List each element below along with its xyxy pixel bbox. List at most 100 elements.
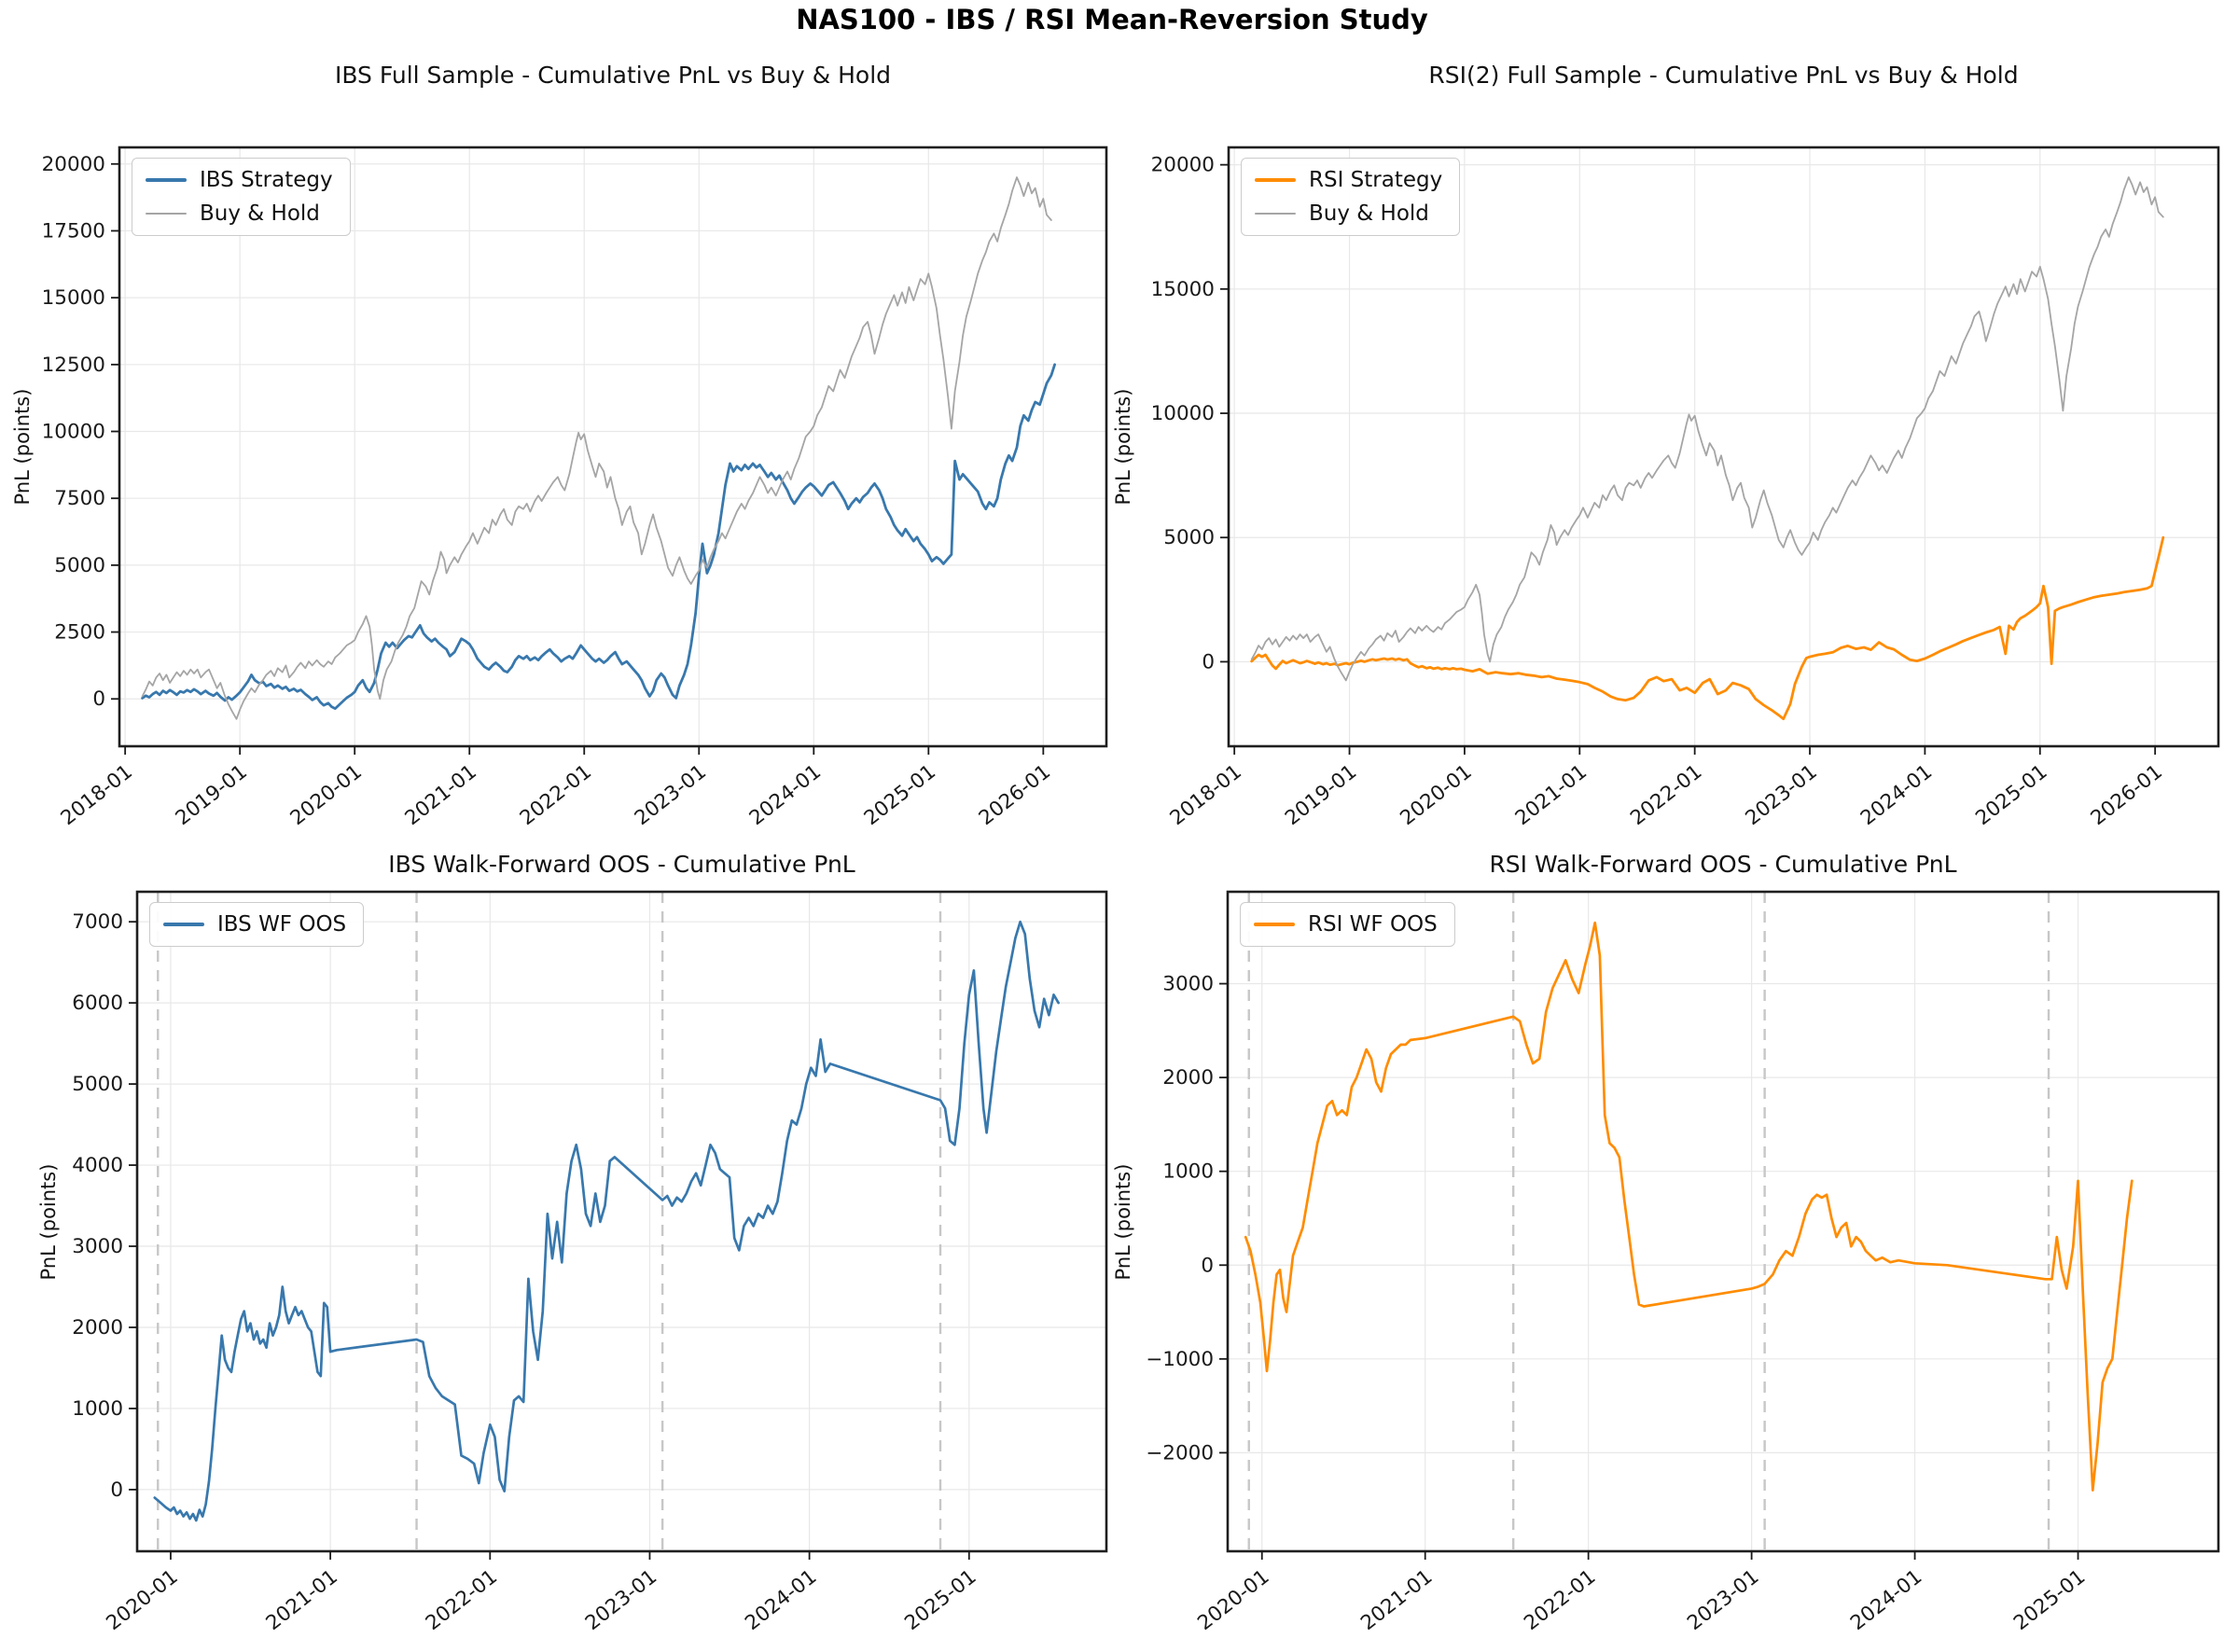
plot-border bbox=[1226, 890, 2220, 1553]
x-tick-label: 2024-01 bbox=[745, 760, 826, 830]
y-tick-label: 5000 bbox=[54, 554, 105, 577]
chart-title: IBS Walk-Forward OOS - Cumulative PnL bbox=[388, 851, 855, 878]
x-tick-label: 2023-01 bbox=[581, 1565, 661, 1635]
x-tick-label: 2020-01 bbox=[1396, 760, 1476, 830]
legend-label: Buy & Hold bbox=[1309, 201, 1429, 226]
y-tick-label: 12500 bbox=[42, 354, 105, 377]
x-tick-label: 2021-01 bbox=[401, 760, 481, 830]
chart-title: IBS Full Sample - Cumulative PnL vs Buy … bbox=[334, 62, 892, 89]
legend-line-sample bbox=[146, 212, 187, 215]
legend-label: IBS WF OOS bbox=[217, 912, 347, 937]
y-tick-label: 2000 bbox=[1162, 1066, 1214, 1090]
series-rsi-strategy bbox=[1250, 535, 2165, 721]
legend-line-sample bbox=[1255, 212, 1296, 215]
x-tick-label: 2025-01 bbox=[2009, 1565, 2090, 1635]
series-rsi-wf-oos bbox=[1244, 921, 2134, 1492]
legend-item: Buy & Hold bbox=[1255, 201, 1442, 226]
y-tick-label: 15000 bbox=[42, 286, 105, 310]
plot-border bbox=[135, 890, 1108, 1553]
chart-title: RSI(2) Full Sample - Cumulative PnL vs B… bbox=[1428, 62, 2019, 89]
x-tick-label: 2025-01 bbox=[900, 1565, 980, 1635]
x-tick-label: 2022-01 bbox=[1626, 760, 1706, 830]
legend-line-sample bbox=[1255, 177, 1296, 183]
x-tick-label: 2020-01 bbox=[102, 1565, 182, 1635]
legend: IBS WF OOS bbox=[149, 902, 365, 947]
chart-rsi-full-sample: 2018-01 2019-01 2020-01 2021-01 2022-01 2023-… bbox=[1112, 28, 2224, 840]
y-tick-label: 1000 bbox=[1162, 1160, 1214, 1184]
y-tick-label: 5000 bbox=[1163, 526, 1215, 549]
x-tick-label: 2019-01 bbox=[1281, 760, 1361, 830]
chart-ibs-full-sample: 2018-01 2019-01 2020-01 2021-01 2022-01 2023-… bbox=[0, 28, 1112, 840]
legend-label: RSI WF OOS bbox=[1308, 912, 1438, 937]
y-tick-label: 1000 bbox=[72, 1397, 123, 1421]
legend: IBS Strategy Buy & Hold bbox=[132, 158, 351, 236]
x-tick-label: 2023-01 bbox=[1683, 1565, 1763, 1635]
y-tick-label: 17500 bbox=[42, 219, 105, 243]
legend-item: IBS Strategy bbox=[146, 168, 333, 192]
x-tick-label: 2020-01 bbox=[1193, 1565, 1273, 1635]
y-tick-label: 7000 bbox=[72, 910, 123, 934]
x-tick-label: 2021-01 bbox=[1511, 760, 1592, 830]
plot-border bbox=[1227, 146, 2220, 748]
legend-item: Buy & Hold bbox=[146, 201, 333, 226]
legend-line-sample bbox=[146, 177, 187, 183]
figure-suptitle: NAS100 - IBS / RSI Mean-Reversion Study bbox=[796, 4, 1428, 35]
y-tick-label: 3000 bbox=[72, 1235, 123, 1258]
x-tick-label: 2026-01 bbox=[2087, 760, 2167, 830]
series-ibs-wf-oos bbox=[153, 920, 1060, 1522]
x-tick-label: 2023-01 bbox=[1742, 760, 1822, 830]
y-tick-label: 0 bbox=[1201, 1254, 1214, 1277]
chart-ibs-walk-forward: 2020-01 2021-01 2022-01 2023-01 2024-01 2025-… bbox=[0, 840, 1112, 1652]
plot-area: 2020-01 2021-01 2022-01 2023-01 2024-01 2025-… bbox=[72, 890, 1108, 1635]
plot-area: 2018-01 2019-01 2020-01 2021-01 2022-01 2023-… bbox=[1151, 146, 2220, 830]
y-tick-label: 7500 bbox=[54, 487, 105, 510]
y-tick-label: 20000 bbox=[42, 153, 105, 176]
y-axis-label: PnL (points) bbox=[1112, 1163, 1134, 1280]
x-tick-label: 2018-01 bbox=[57, 760, 137, 830]
x-tick-label: 2019-01 bbox=[172, 760, 252, 830]
y-axis-label: PnL (points) bbox=[1112, 388, 1134, 506]
chart-rsi-walk-forward: 2020-01 2021-01 2022-01 2023-01 2024-01 2025-… bbox=[1112, 840, 2224, 1652]
legend-item: IBS WF OOS bbox=[163, 912, 346, 937]
y-tick-label: 10000 bbox=[1151, 402, 1215, 425]
y-tick-label: 6000 bbox=[72, 992, 123, 1015]
legend-line-sample bbox=[163, 922, 204, 927]
legend-line-sample bbox=[1254, 922, 1295, 927]
x-tick-label: 2021-01 bbox=[1356, 1565, 1437, 1635]
series-ibs-strategy bbox=[141, 363, 1056, 710]
series-buy-hold bbox=[141, 176, 1052, 720]
x-tick-label: 2024-01 bbox=[741, 1565, 821, 1635]
y-tick-label: 0 bbox=[92, 687, 105, 711]
legend-label: Buy & Hold bbox=[200, 201, 320, 226]
legend: RSI WF OOS bbox=[1240, 902, 1455, 947]
y-tick-label: 5000 bbox=[72, 1073, 123, 1096]
y-tick-label: 4000 bbox=[72, 1154, 123, 1177]
legend-label: IBS Strategy bbox=[200, 168, 333, 192]
y-tick-label: 3000 bbox=[1162, 973, 1214, 996]
series-buy-hold bbox=[1250, 176, 2164, 682]
y-tick-label: 2000 bbox=[72, 1316, 123, 1340]
chart-title: RSI Walk-Forward OOS - Cumulative PnL bbox=[1489, 851, 1957, 878]
x-tick-label: 2018-01 bbox=[1166, 760, 1246, 830]
x-tick-label: 2022-01 bbox=[1520, 1565, 1600, 1635]
x-tick-label: 2022-01 bbox=[516, 760, 596, 830]
plot-border bbox=[118, 146, 1108, 748]
x-tick-label: 2025-01 bbox=[860, 760, 940, 830]
y-tick-label: 15000 bbox=[1151, 278, 1215, 301]
x-tick-label: 2025-01 bbox=[1971, 760, 2051, 830]
y-tick-label: −1000 bbox=[1146, 1348, 1214, 1371]
legend-item: RSI WF OOS bbox=[1254, 912, 1438, 937]
y-tick-label: 10000 bbox=[42, 421, 105, 444]
x-tick-label: 2026-01 bbox=[975, 760, 1055, 830]
legend-label: RSI Strategy bbox=[1309, 168, 1443, 192]
x-tick-label: 2020-01 bbox=[286, 760, 367, 830]
x-tick-label: 2022-01 bbox=[422, 1565, 502, 1635]
y-tick-label: −2000 bbox=[1146, 1441, 1214, 1465]
x-tick-label: 2021-01 bbox=[262, 1565, 342, 1635]
y-axis-label: PnL (points) bbox=[37, 1163, 60, 1280]
y-tick-label: 0 bbox=[1202, 650, 1215, 673]
x-tick-label: 2024-01 bbox=[1846, 1565, 1926, 1635]
x-tick-label: 2023-01 bbox=[631, 760, 711, 830]
x-tick-label: 2024-01 bbox=[1856, 760, 1937, 830]
